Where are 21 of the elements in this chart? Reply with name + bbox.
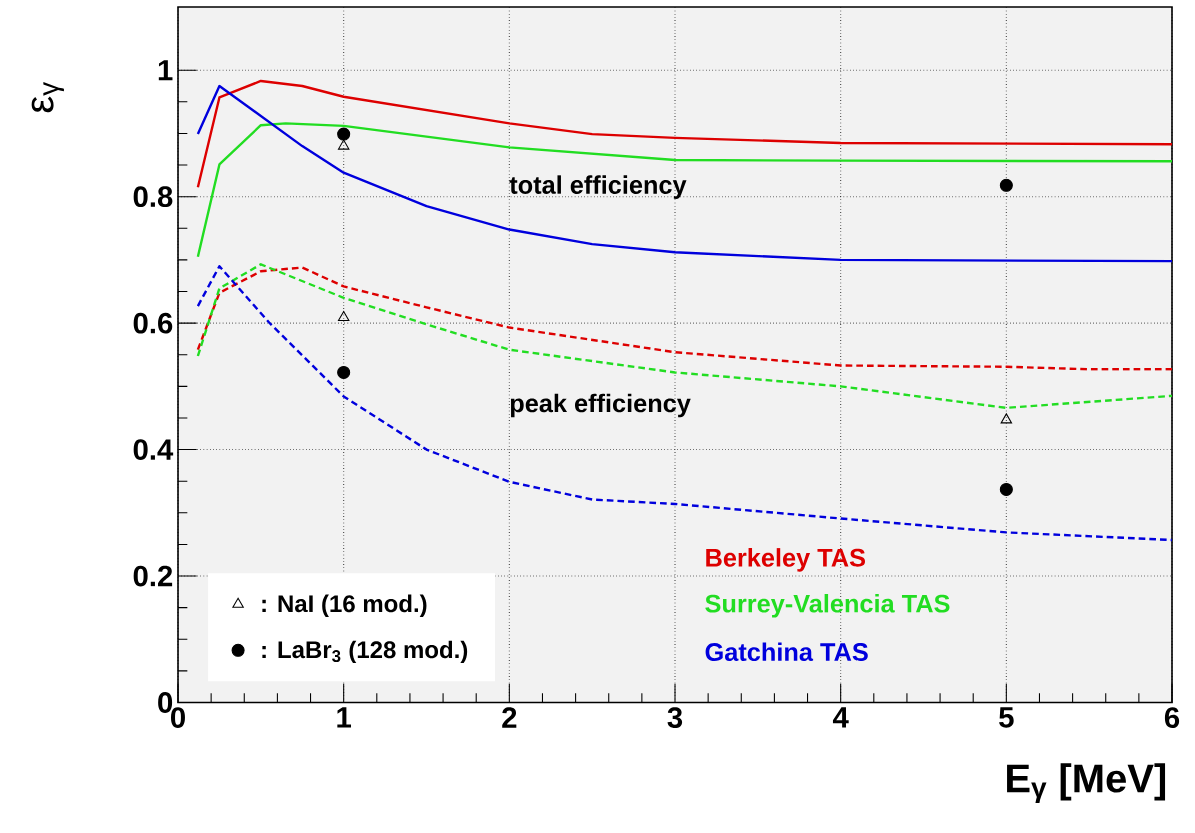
x-tick-label: 1 [337, 707, 352, 728]
x-tick-label: 5 [999, 707, 1014, 728]
y-tick-label: 0.8 [133, 186, 173, 208]
legend-label: : NaI (16 mod.) [262, 594, 427, 617]
y-tick-label: 1 [158, 60, 173, 81]
legend-label: : LaBr$_{3}$ (128 mod.) [262, 640, 468, 664]
annotation: total efficiency [509, 175, 687, 199]
x-axis-title: E$_{γ}$ [MeV] [1007, 763, 1166, 803]
text: Berkeley TAS [706, 548, 865, 572]
text: Surrey-Valencia TAS [705, 594, 950, 618]
y-axis-title: ε$_{γ}$ [31, 81, 64, 113]
text: Gatchina TAS [705, 642, 868, 662]
y-tick-label: 0.2 [133, 565, 173, 587]
x-tick-label: 6 [1164, 707, 1180, 728]
x-tick-label: 2 [502, 707, 517, 728]
y-tick-label: 0.4 [133, 439, 174, 460]
x-tick-label: 4 [832, 707, 849, 728]
x-tick-label: 3 [667, 707, 683, 729]
y-tick-label: 0 [158, 692, 173, 713]
annotation: peak efficiency [510, 393, 691, 418]
y-tick-label: 0.6 [133, 312, 173, 334]
